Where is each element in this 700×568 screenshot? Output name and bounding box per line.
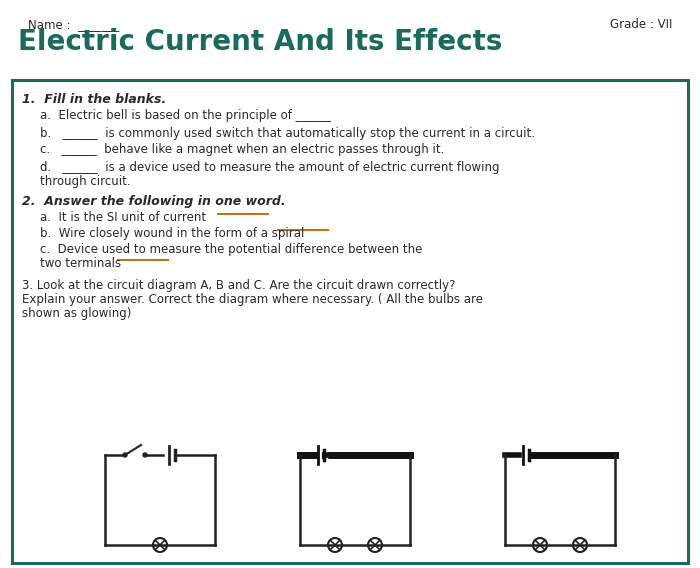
Circle shape [123,453,127,457]
Text: Electric Current And Its Effects: Electric Current And Its Effects [18,28,503,56]
Text: a.  It is the SI unit of current: a. It is the SI unit of current [40,211,206,224]
Text: c.   ______  behave like a magnet when an electric passes through it.: c. ______ behave like a magnet when an e… [40,143,444,156]
Text: Grade : VII: Grade : VII [610,18,672,31]
Text: 1.  Fill in the blanks.: 1. Fill in the blanks. [22,93,167,106]
Bar [12,80,688,563]
Text: through circuit.: through circuit. [40,175,131,188]
Circle shape [143,453,147,457]
Text: shown as glowing): shown as glowing) [22,307,132,320]
Text: c.  Device used to measure the potential difference between the: c. Device used to measure the potential … [40,243,422,256]
Text: two terminals: two terminals [40,257,121,270]
Text: d.   ______  is a device used to measure the amount of electric current flowing: d. ______ is a device used to measure th… [40,161,500,174]
Text: 2.  Answer the following in one word.: 2. Answer the following in one word. [22,195,286,208]
Text: Name :  _______: Name : _______ [28,18,119,31]
Text: Explain your answer. Correct the diagram where necessary. ( All the bulbs are: Explain your answer. Correct the diagram… [22,293,483,306]
Text: a.  Electric bell is based on the principle of ______: a. Electric bell is based on the princip… [40,109,331,122]
Text: 3. Look at the circuit diagram A, B and C. Are the circuit drawn correctly?: 3. Look at the circuit diagram A, B and … [22,279,456,292]
Text: b.  Wire closely wound in the form of a spiral: b. Wire closely wound in the form of a s… [40,227,304,240]
Text: b.   ______  is commonly used switch that automatically stop the current in a ci: b. ______ is commonly used switch that a… [40,127,535,140]
